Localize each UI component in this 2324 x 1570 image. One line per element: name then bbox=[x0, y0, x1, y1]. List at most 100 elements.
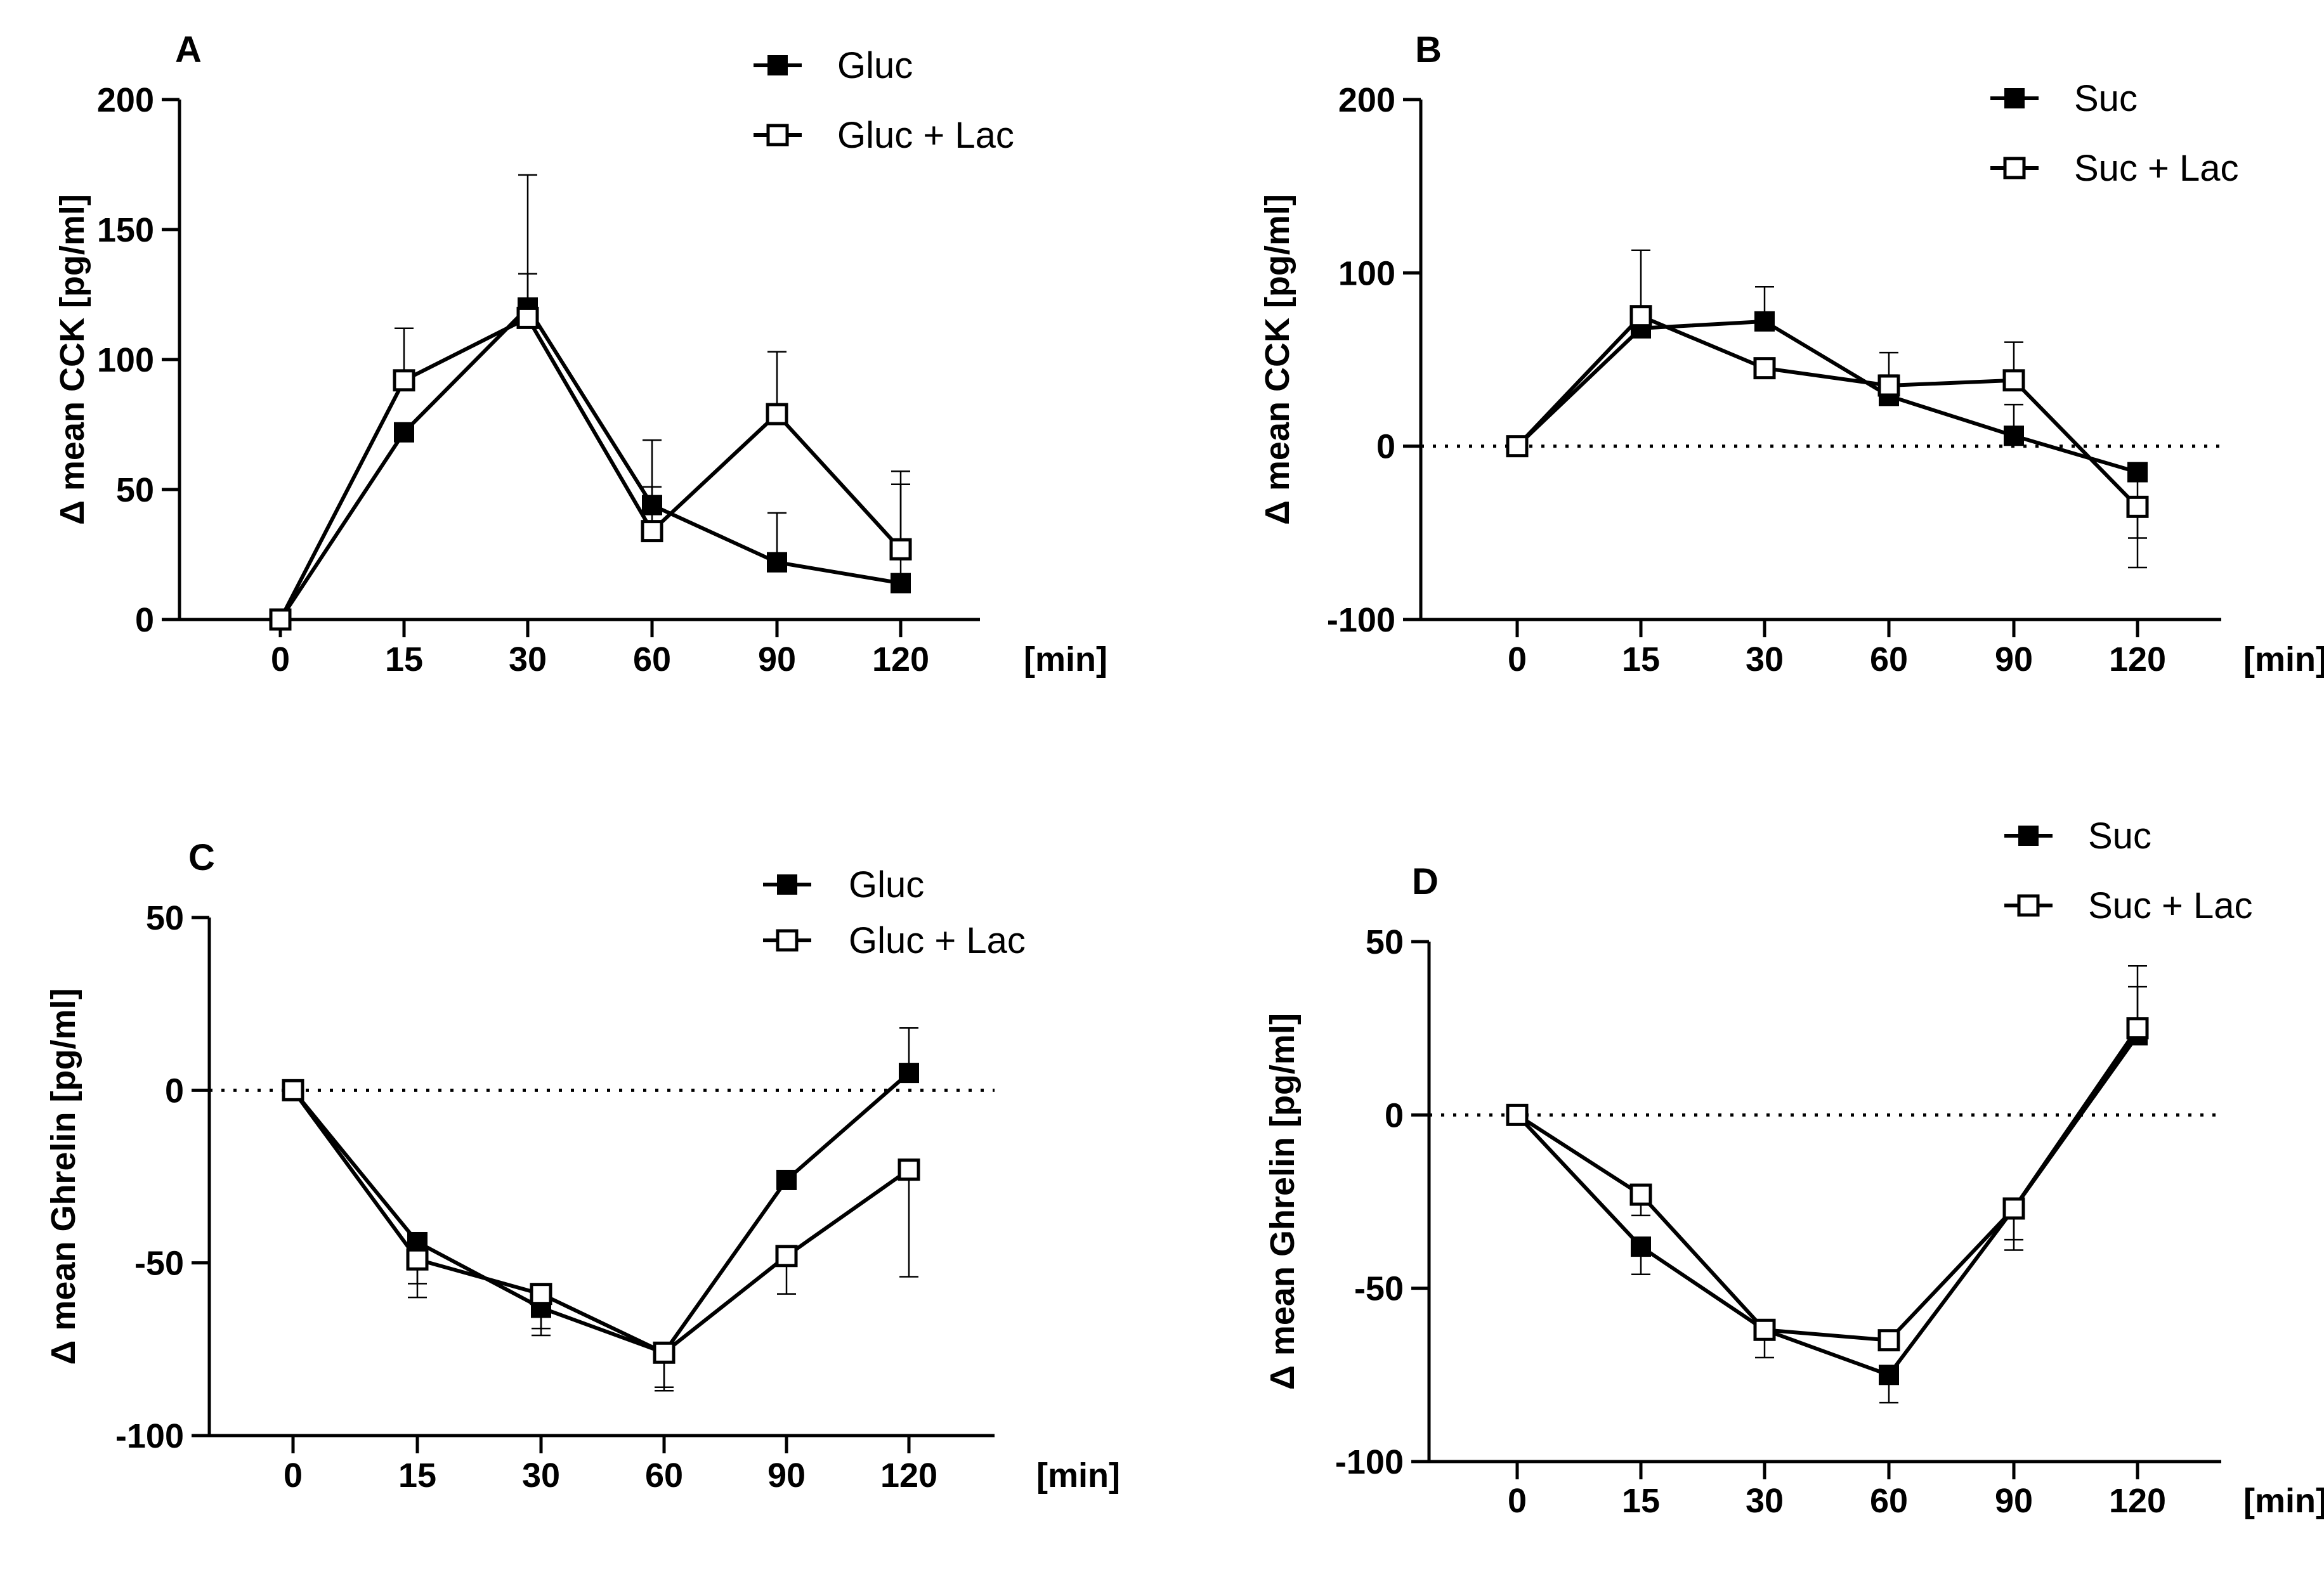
chart-panel-b: B -100 0 100 200 0 15 30 60 90 120 [min] Δ mean CCK … bbox=[1258, 29, 2324, 678]
x-tick-label: 120 bbox=[880, 1456, 937, 1495]
legend-marker-filled bbox=[777, 874, 797, 895]
data-point-open bbox=[406, 1248, 429, 1271]
legend-label: Suc + Lac bbox=[2088, 885, 2253, 926]
legend-entry: Suc bbox=[1990, 78, 2138, 119]
x-tick-label: 120 bbox=[872, 640, 929, 678]
y-axis-title: Δ mean CCK [pg/ml] bbox=[53, 194, 91, 525]
legend-label: Gluc + Lac bbox=[849, 920, 1026, 961]
y-tick-label: -100 bbox=[1335, 1443, 1404, 1481]
panel-label: A bbox=[175, 29, 202, 70]
y-tick-label: 0 bbox=[1376, 428, 1395, 466]
series-suc-lac bbox=[1506, 985, 2149, 1352]
x-axis-unit-label: [min] bbox=[2243, 640, 2324, 678]
data-point-filled bbox=[891, 573, 911, 594]
data-point-filled bbox=[1879, 1365, 1899, 1385]
y-axis-title: Δ mean CCK [pg/ml] bbox=[1258, 194, 1296, 525]
x-tick-label: 30 bbox=[509, 640, 547, 678]
legend-label: Suc + Lac bbox=[2074, 148, 2239, 189]
y-tick-label: -100 bbox=[1327, 601, 1395, 639]
data-point-open bbox=[530, 1283, 552, 1306]
x-axis-unit-label: [min] bbox=[2243, 1482, 2324, 1520]
data-point-open bbox=[516, 306, 539, 329]
legend-marker-open bbox=[2017, 894, 2040, 917]
legend-marker-filled bbox=[2018, 826, 2039, 846]
y-tick-label: 0 bbox=[135, 601, 154, 639]
x-tick-label: 0 bbox=[284, 1456, 303, 1495]
data-point-filled bbox=[776, 1169, 797, 1190]
x-tick-label: 120 bbox=[2109, 1482, 2166, 1520]
series-gluc-lac bbox=[269, 174, 912, 631]
series-line bbox=[278, 306, 901, 621]
data-point-open bbox=[1753, 1318, 1776, 1341]
series-gluc-lac bbox=[282, 1079, 920, 1388]
y-tick-label: 100 bbox=[97, 341, 154, 379]
y-axis-title: Δ mean Ghrelin [pg/ml] bbox=[1263, 1013, 1302, 1390]
y-tick-label: 100 bbox=[1338, 254, 1395, 292]
data-point-open bbox=[2126, 1017, 2149, 1040]
series-line bbox=[291, 1089, 910, 1355]
data-point-open bbox=[653, 1341, 676, 1364]
x-tick-label: 15 bbox=[385, 640, 423, 678]
legend-entry: Gluc bbox=[763, 864, 924, 905]
legend-marker-open bbox=[776, 929, 799, 952]
x-tick-label: 15 bbox=[1622, 640, 1660, 678]
x-tick-label: 120 bbox=[2109, 640, 2166, 678]
y-tick-label: 200 bbox=[97, 81, 154, 119]
legend-marker-open bbox=[2003, 157, 2026, 179]
data-point-open bbox=[1506, 435, 1529, 458]
x-tick-label: 60 bbox=[1870, 1482, 1908, 1520]
series-suc bbox=[1507, 285, 2148, 539]
legend-entry: Suc bbox=[2004, 815, 2151, 857]
series-line bbox=[278, 316, 903, 621]
data-point-open bbox=[1753, 357, 1776, 380]
y-tick-label: 0 bbox=[1385, 1096, 1404, 1134]
x-tick-label: 90 bbox=[1995, 640, 2033, 678]
data-point-open bbox=[641, 520, 663, 543]
y-tick-label: 200 bbox=[1338, 81, 1395, 119]
data-point-filled bbox=[2127, 462, 2148, 483]
y-tick-label: 0 bbox=[165, 1072, 184, 1110]
series-line bbox=[1515, 314, 2139, 509]
x-tick-label: 30 bbox=[1746, 1482, 1784, 1520]
x-tick-label: 30 bbox=[1746, 640, 1784, 678]
legend-label: Suc bbox=[2088, 815, 2151, 857]
x-tick-label: 0 bbox=[271, 640, 290, 678]
x-tick-label: 0 bbox=[1508, 1482, 1527, 1520]
legend-label: Gluc bbox=[849, 864, 924, 905]
legend-marker-open bbox=[766, 124, 789, 146]
data-point-open bbox=[1877, 374, 1900, 397]
x-tick-label: 15 bbox=[1622, 1482, 1660, 1520]
legend-entry: Suc + Lac bbox=[1990, 148, 2239, 189]
data-point-open bbox=[775, 1245, 798, 1268]
series-suc-lac bbox=[1506, 249, 2149, 569]
data-point-open bbox=[2002, 369, 2025, 392]
data-point-open bbox=[393, 369, 415, 392]
data-point-open bbox=[2126, 495, 2149, 518]
y-axis-title: Δ mean Ghrelin [pg/ml] bbox=[44, 989, 82, 1365]
data-point-filled bbox=[899, 1063, 919, 1084]
data-point-open bbox=[1877, 1329, 1900, 1352]
data-point-filled bbox=[1631, 1236, 1651, 1257]
x-tick-label: 90 bbox=[758, 640, 796, 678]
x-tick-label: 0 bbox=[1508, 640, 1527, 678]
data-point-filled bbox=[767, 552, 787, 573]
chart-panel-d: D -100 -50 0 50 0 15 30 60 90 120 [min] Δ mean Ghrel… bbox=[1263, 815, 2324, 1520]
chart-panel-a: A 0 50 100 150 200 0 15 30 60 90 120 [min] Δ mean CCK… bbox=[53, 29, 1107, 678]
legend-marker-filled bbox=[2004, 88, 2025, 108]
legend-entry: Gluc bbox=[754, 45, 913, 86]
data-point-filled bbox=[394, 422, 414, 443]
x-tick-label: 15 bbox=[398, 1456, 436, 1495]
legend-marker-filled bbox=[767, 55, 788, 75]
data-point-open bbox=[282, 1079, 304, 1101]
data-point-open bbox=[1629, 1183, 1652, 1206]
x-tick-label: 30 bbox=[522, 1456, 560, 1495]
x-tick-label: 60 bbox=[1870, 640, 1908, 678]
y-tick-label: 150 bbox=[97, 211, 154, 249]
x-tick-label: 60 bbox=[633, 640, 671, 678]
data-point-open bbox=[1506, 1103, 1529, 1126]
panel-label: B bbox=[1415, 29, 1442, 70]
data-point-open bbox=[766, 403, 788, 425]
x-tick-label: 90 bbox=[767, 1456, 806, 1495]
y-tick-label: 50 bbox=[146, 899, 184, 937]
